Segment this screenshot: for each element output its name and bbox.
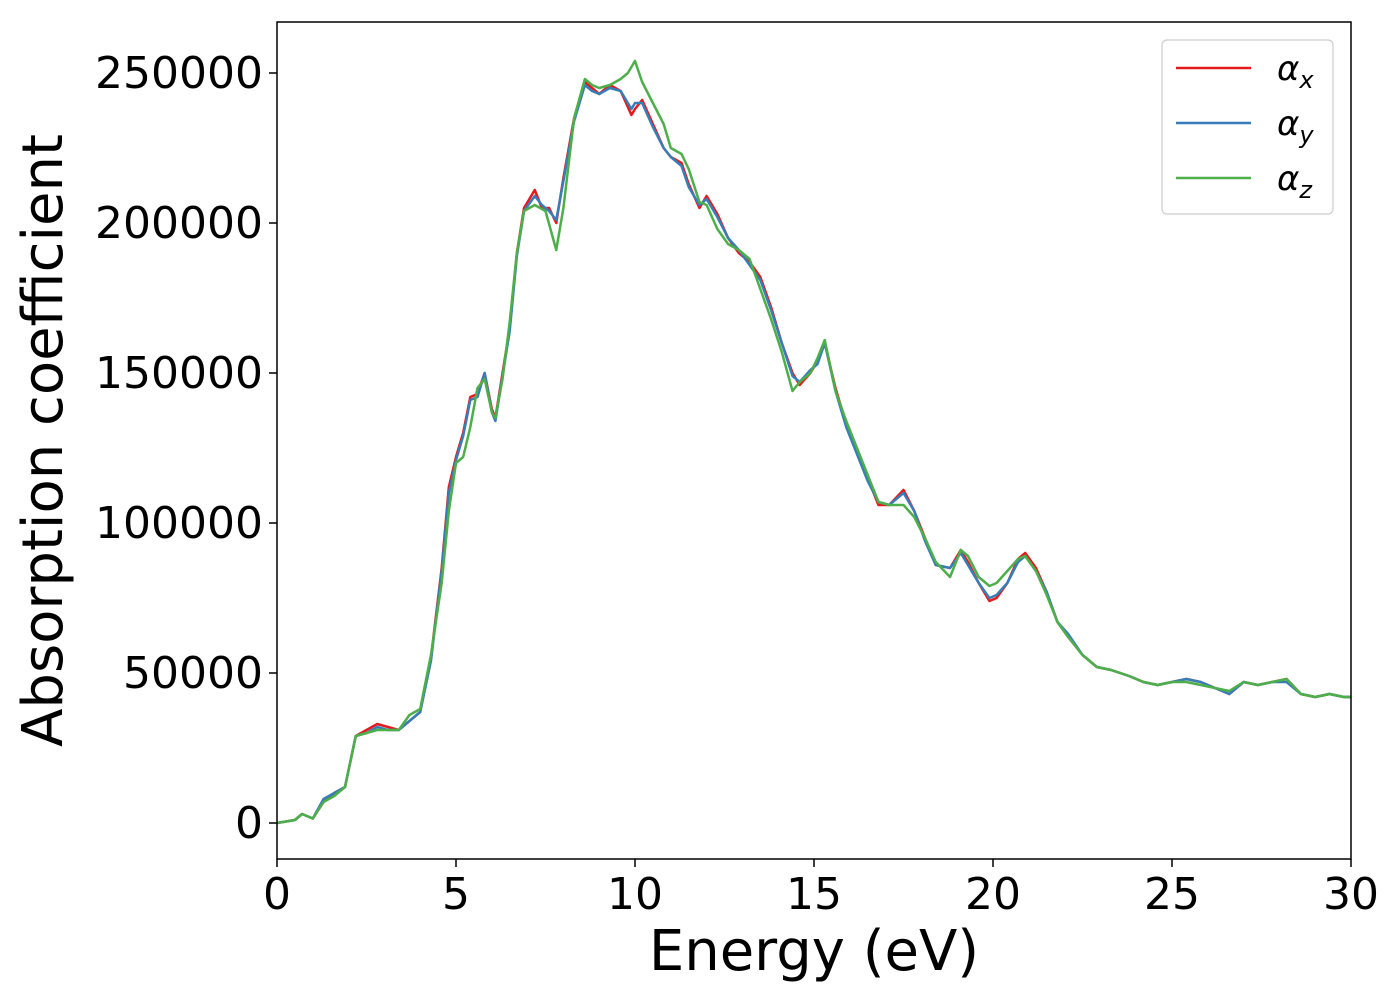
x-tick-label: 5 [442,869,470,920]
y-tick-label: 200000 [95,198,263,249]
y-tick-label: 50000 [123,648,263,699]
y-tick-label: 100000 [95,498,263,549]
x-tick-label: 25 [1144,869,1200,920]
x-axis-label: Energy (eV) [649,919,979,984]
y-tick-label: 150000 [95,348,263,399]
y-tick-label: 0 [235,798,263,849]
x-tick-label: 30 [1323,869,1379,920]
y-axis: 0 50000 100000 150000 200000 250000 [95,48,277,849]
series-line-z [277,59,1351,825]
legend-box [1161,39,1334,215]
plot-area [277,59,1351,825]
x-tick-label: 15 [786,869,842,920]
y-axis-label: Absorption coefficient [11,134,76,747]
x-axis: 0 5 10 15 20 25 30 [263,859,1379,920]
x-tick-label: 20 [965,869,1021,920]
x-tick-label: 10 [607,869,663,920]
x-tick-label: 0 [263,869,291,920]
y-tick-label: 250000 [95,48,263,99]
